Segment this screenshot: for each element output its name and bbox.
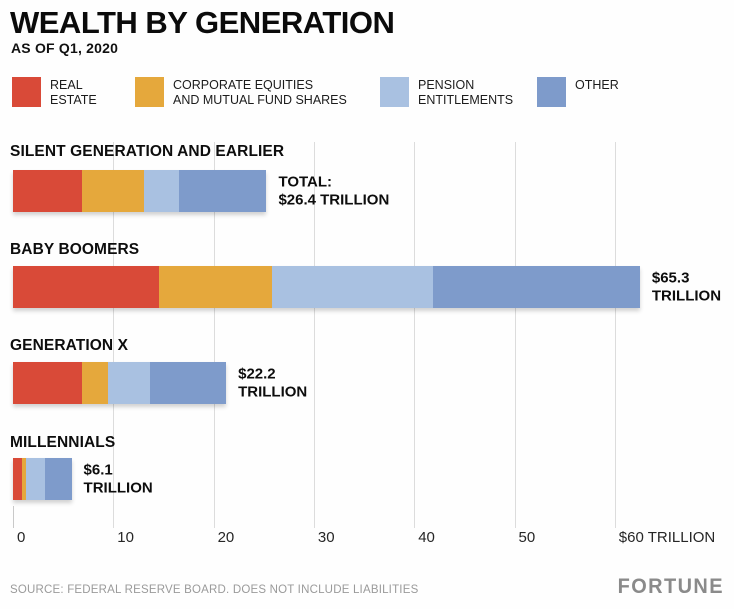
generation-label: MILLENNIALS xyxy=(10,434,116,451)
bar-segment-corporate-equities xyxy=(21,458,27,500)
legend-item-pension-entitlements: PENSION ENTITLEMENTS xyxy=(380,77,513,108)
bar-segment-real-estate xyxy=(13,458,22,500)
generation-label: SILENT GENERATION AND EARLIER xyxy=(10,143,285,160)
legend-swatch-corporate-equities xyxy=(135,77,164,107)
bar-value-label-line: TRILLION xyxy=(651,287,722,304)
bar-segment-corporate-equities xyxy=(82,362,108,404)
bar-value-label: $65.3 TRILLION xyxy=(652,269,721,304)
legend-swatch-real-estate xyxy=(12,77,41,107)
axis-tick-label-0: 0 xyxy=(17,529,26,546)
gridline-20 xyxy=(213,142,215,528)
bar-value-label-line: $26.4 TRILLION xyxy=(278,191,390,208)
axis-tick-label-50: 50 xyxy=(518,529,536,546)
bar-segment-pension-entitlements xyxy=(107,362,151,404)
chart-title: WEALTH BY GENERATION xyxy=(10,5,395,40)
legend-swatch-pension-entitlements xyxy=(380,77,409,107)
legend-swatch-other xyxy=(537,77,566,107)
gridline-60 xyxy=(614,142,616,528)
legend-item-real-estate: REAL ESTATE xyxy=(12,77,97,108)
legend-label-corporate-equities: CORPORATE EQUITIES AND MUTUAL FUND SHARE… xyxy=(173,78,347,107)
axis-tick-label-30: 30 xyxy=(317,529,335,546)
legend-label-pension-entitlements: PENSION ENTITLEMENTS xyxy=(418,78,514,107)
bar-segment-corporate-equities xyxy=(158,266,273,308)
legend-label-other: OTHER xyxy=(575,78,619,92)
bar-value-label-line: $22.2 xyxy=(238,365,276,383)
axis-tick-label-20: 20 xyxy=(217,529,235,546)
bar-value-label-line: TOTAL: xyxy=(278,173,333,191)
bar-segment-other xyxy=(178,170,266,212)
bar-segment-corporate-equities xyxy=(82,170,145,212)
source-note: SOURCE: FEDERAL RESERVE BOARD. DOES NOT … xyxy=(10,584,419,596)
axis-tick-label-40: 40 xyxy=(418,529,435,546)
generation-label: BABY BOOMERS xyxy=(10,241,140,258)
bar-value-label: $22.2 TRILLION xyxy=(238,365,307,400)
bar-segment-other xyxy=(433,266,640,308)
gridline-40 xyxy=(414,142,416,528)
wealth-bar xyxy=(13,266,640,308)
wealth-bar xyxy=(13,458,72,500)
bar-segment-real-estate xyxy=(13,170,82,212)
bar-value-label-line: $6.1 xyxy=(83,461,113,479)
bar-value-label: TOTAL: $26.4 TRILLION xyxy=(278,173,389,208)
chart-subtitle: AS OF Q1, 2020 xyxy=(11,40,119,56)
bar-value-label-line: $65.3 xyxy=(651,269,690,287)
bar-value-label: $6.1 TRILLION xyxy=(84,461,153,496)
fortune-logo: FORTUNE xyxy=(617,575,724,598)
legend-item-other: OTHER xyxy=(537,77,619,107)
legend-item-corporate-equities: CORPORATE EQUITIES AND MUTUAL FUND SHARE… xyxy=(135,77,347,108)
axis-tick-0 xyxy=(13,506,14,528)
axis-tick-label-10: 10 xyxy=(117,529,134,546)
gridline-50 xyxy=(514,142,516,528)
wealth-bar xyxy=(13,362,226,404)
legend-label-real-estate: REAL ESTATE xyxy=(50,78,97,107)
gridline-10 xyxy=(113,142,115,528)
bar-segment-pension-entitlements xyxy=(272,266,434,308)
gridline-30 xyxy=(313,142,315,528)
bar-segment-other xyxy=(44,458,72,500)
bar-segment-pension-entitlements xyxy=(144,170,179,212)
generation-label: GENERATION X xyxy=(10,337,129,354)
bar-value-label-line: TRILLION xyxy=(83,479,153,496)
bar-segment-other xyxy=(150,362,226,404)
bar-segment-real-estate xyxy=(13,362,83,404)
bar-segment-real-estate xyxy=(13,266,159,308)
bar-value-label-line: TRILLION xyxy=(238,383,308,400)
axis-tick-label-60: $60 TRILLION xyxy=(618,529,716,546)
wealth-bar xyxy=(13,170,266,212)
bar-segment-pension-entitlements xyxy=(26,458,45,500)
